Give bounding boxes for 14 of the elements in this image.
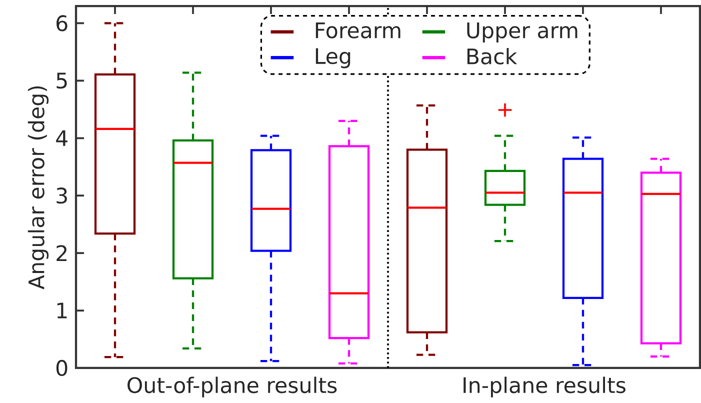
legend-label: Leg — [316, 48, 350, 68]
x-tick-label: Out-of-plane results — [128, 376, 337, 398]
legend-label: Back — [467, 48, 518, 64]
legend-label: Forearm — [316, 22, 400, 38]
y-tick-label: 4 — [56, 130, 68, 146]
y-tick-label: 0 — [56, 360, 68, 376]
x-tick-label: In-plane results — [464, 376, 626, 398]
y-axis-title: Angular error (deg) — [28, 86, 49, 290]
y-tick-label: 2 — [56, 245, 66, 261]
y-tick-label: 3 — [56, 188, 67, 204]
y-tick-label: 6 — [56, 15, 68, 32]
y-tick-label: 1 — [57, 302, 67, 318]
y-tick-label: 5 — [56, 72, 67, 89]
legend-label: Upper arm — [467, 22, 578, 43]
